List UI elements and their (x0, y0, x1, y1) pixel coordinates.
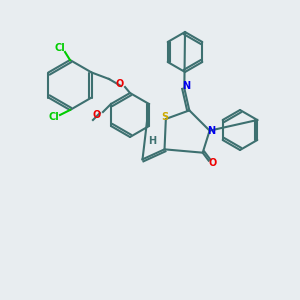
Text: O: O (208, 158, 217, 168)
Text: O: O (93, 110, 101, 120)
Text: Cl: Cl (55, 43, 65, 53)
Text: H: H (148, 136, 157, 146)
Text: S: S (161, 112, 168, 122)
Text: N: N (182, 81, 190, 92)
Text: O: O (116, 79, 124, 89)
Text: N: N (208, 126, 216, 136)
Text: Cl: Cl (49, 112, 59, 122)
